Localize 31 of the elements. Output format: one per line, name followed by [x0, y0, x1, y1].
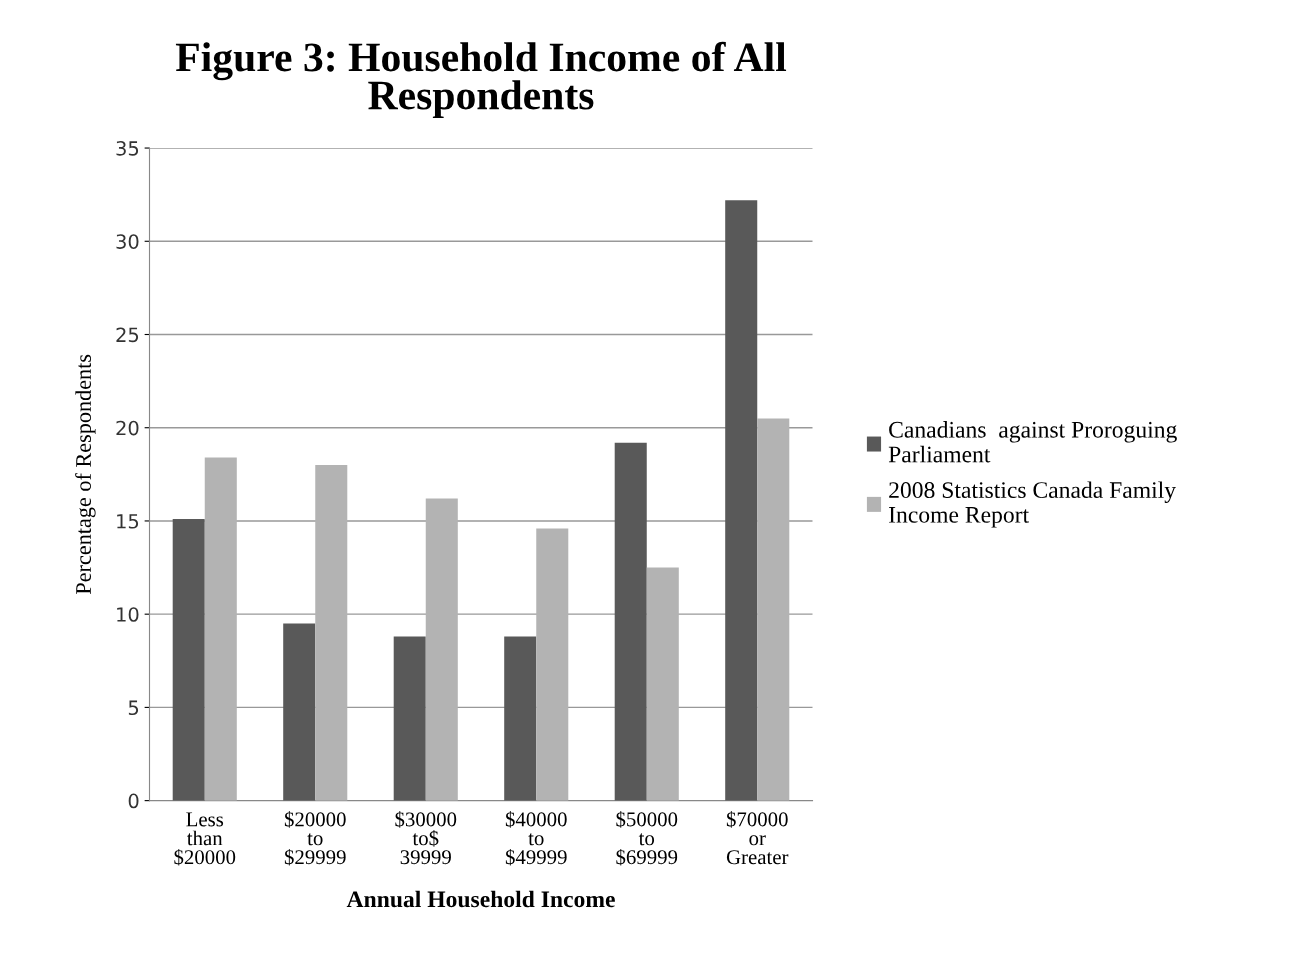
x-tick-label: $30000 to$ 39999 [395, 811, 457, 865]
x-tick-label: $20000 to $29999 [284, 811, 346, 866]
y-tick-label: 0 [128, 793, 139, 809]
bar [172, 519, 205, 801]
y-tick-label: 15 [117, 514, 139, 529]
bar [204, 457, 237, 801]
bar [536, 528, 569, 801]
y-tick-label: 35 [116, 141, 139, 156]
bar [757, 418, 790, 801]
bar [283, 623, 316, 801]
bar [425, 498, 458, 801]
legend-label: 2008 Statistics Canada Family Income Report [889, 481, 1176, 528]
chart-title: Figure 3: Household Income of All Respondents [175, 41, 787, 119]
y-axis-title: Percentage of Respondents [75, 354, 96, 595]
bar [393, 636, 426, 801]
bar [614, 442, 647, 801]
y-tick-label: 25 [116, 327, 139, 343]
x-tick-label: $40000 to $49999 [505, 811, 567, 866]
y-tick-label: 20 [116, 420, 139, 436]
x-tick-label: Less than $20000 [174, 812, 236, 866]
x-tick-label: $70000 or Greater [726, 811, 789, 865]
legend-label: Canadians against Proroguing Parliament [888, 421, 1177, 463]
y-tick-label: 10 [117, 607, 139, 622]
x-axis-title: Annual Household Income [346, 890, 615, 908]
bar [504, 636, 537, 801]
x-tick-label: $50000 to $69999 [616, 811, 678, 866]
bar [725, 200, 758, 801]
bar [315, 465, 348, 801]
bar [646, 567, 679, 801]
y-tick-label: 30 [116, 234, 139, 249]
y-tick-label: 5 [128, 700, 139, 716]
